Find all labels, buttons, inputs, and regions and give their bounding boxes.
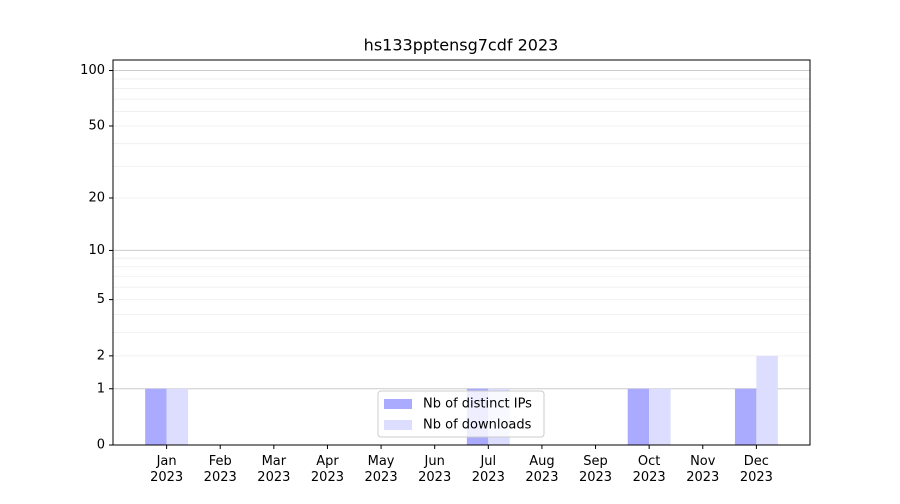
x-tick-label: Sep 2023 <box>579 454 612 485</box>
plot-frame <box>112 59 811 446</box>
x-tick-label: Jun 2023 <box>418 454 451 485</box>
x-tick-label: Dec 2023 <box>740 454 773 485</box>
x-tick-label: Feb 2023 <box>204 454 237 485</box>
bar <box>649 388 671 445</box>
bar <box>166 388 189 445</box>
x-tick-label: Mar 2023 <box>257 454 290 485</box>
legend-label: Nb of distinct IPs <box>423 397 532 412</box>
y-tick-label: 20 <box>88 190 105 205</box>
x-tick-label: Nov 2023 <box>686 454 719 485</box>
bar <box>627 388 650 445</box>
chart-title: hs133pptensg7cdf 2023 <box>364 36 559 55</box>
x-tick-label: Jan 2023 <box>150 454 183 485</box>
bar <box>145 388 167 445</box>
y-tick-label: 2 <box>97 348 105 363</box>
legend: Nb of distinct IPs Nb of downloads <box>377 390 545 438</box>
axes: 0 1 2 5 10 20 50 100 Jan 2023 Feb 2023 Mar 2023 Apr 202… <box>80 63 773 484</box>
legend-box <box>377 390 545 438</box>
y-tick-label: 10 <box>88 243 105 258</box>
legend-swatch <box>384 420 412 430</box>
grid <box>113 70 810 390</box>
legend-swatch <box>384 399 412 409</box>
x-tick-label: May 2023 <box>365 454 398 485</box>
y-tick-label: 1 <box>97 381 105 396</box>
bar <box>734 388 757 445</box>
x-tick-label: Apr 2023 <box>311 454 344 485</box>
y-tick-label: 100 <box>80 63 105 78</box>
bar <box>756 355 778 445</box>
x-tick-label: Aug 2023 <box>525 454 558 485</box>
x-tick-label: Oct 2023 <box>633 454 666 485</box>
legend-label: Nb of downloads <box>423 418 532 433</box>
y-tick-label: 50 <box>88 118 105 133</box>
y-tick-label: 0 <box>97 438 105 453</box>
x-tick-label: Jul 2023 <box>472 454 505 485</box>
y-tick-label: 5 <box>97 292 105 307</box>
